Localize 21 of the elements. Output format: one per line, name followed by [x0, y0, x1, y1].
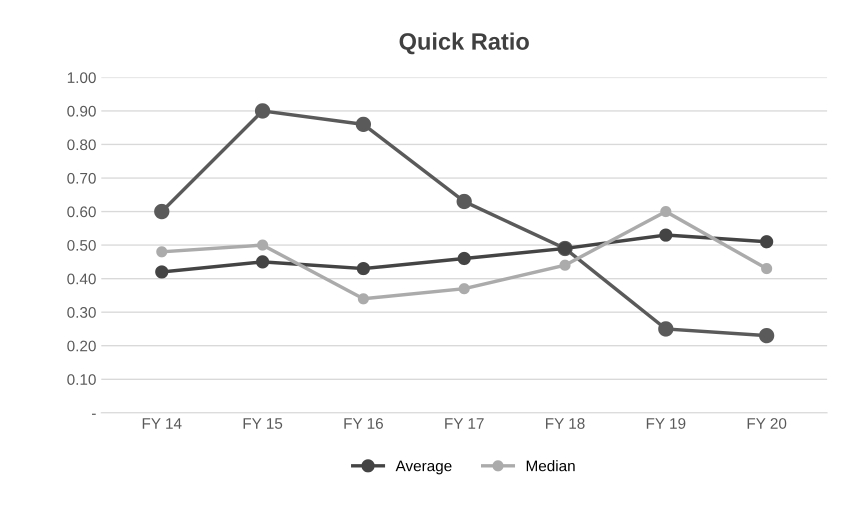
y-tick-label: 0.50	[67, 240, 96, 251]
y-tick-label: 0.80	[67, 139, 96, 150]
x-tick-label: FY 19	[646, 418, 686, 429]
legend-label: Median	[526, 460, 575, 472]
x-tick-label: FY 16	[344, 418, 383, 429]
legend-label: Average	[396, 460, 452, 474]
x-tick-label: FY 18	[546, 418, 585, 429]
y-tick-label: 1.00	[68, 72, 96, 84]
x-tick-label: FY 15	[244, 418, 282, 429]
chart-title: Quick Ratio	[400, 32, 529, 54]
y-tick-label: 0.60	[67, 206, 96, 218]
y-tick-label: 0.10	[67, 374, 96, 385]
y-tick-label: 0.20	[67, 340, 96, 352]
x-tick-label: FY 14	[142, 418, 182, 429]
x-tick-label: FY 20	[748, 418, 786, 429]
y-tick-label: -	[92, 414, 96, 415]
y-tick-label: 0.90	[67, 106, 96, 117]
y-tick-label: 0.30	[67, 307, 96, 318]
x-tick-label: FY 17	[445, 418, 484, 429]
y-tick-label: 0.70	[67, 172, 96, 184]
y-tick-label: 0.40	[67, 274, 96, 284]
